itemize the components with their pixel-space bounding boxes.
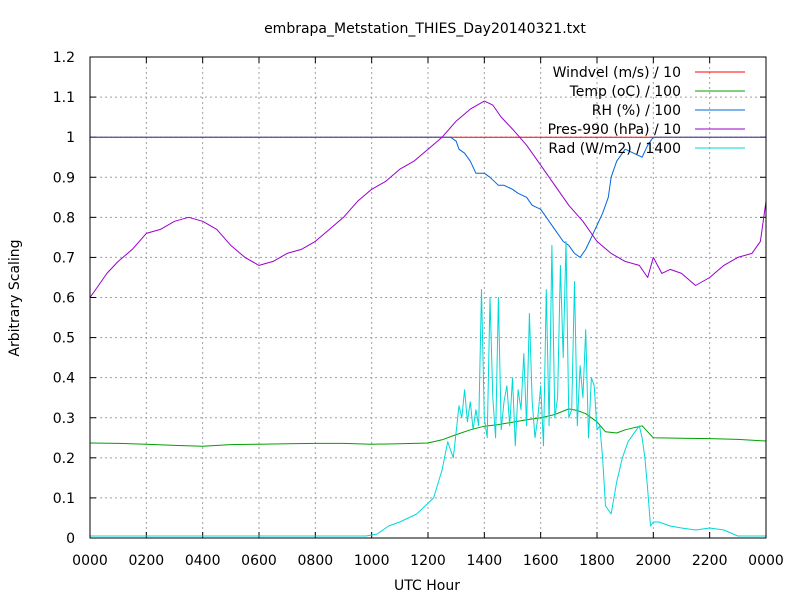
y-axis-label: Arbitrary Scaling [7,239,23,356]
y-tick-label: 0.5 [53,331,75,347]
series-line-4 [89,100,767,298]
series-line-5 [90,240,766,537]
chart-title: embrapa_Metstation_THIES_Day20140321.txt [264,21,586,37]
y-tick-label: 0.8 [53,210,75,226]
y-tick-label: 0.1 [53,491,75,507]
y-tick-label: 0.6 [53,291,75,307]
x-tick-label: 1000 [354,553,390,569]
legend: Windvel (m/s) / 10 Temp (oC) / 100 RH (%) … [548,65,745,157]
y-tick-label: 1.2 [53,50,75,66]
x-tick-label: 2200 [692,553,728,569]
y-tick-label: 1.1 [53,90,75,106]
y-tick-label: 0.3 [53,411,75,427]
x-tick-label: 1800 [579,553,615,569]
x-tick-label: 0600 [241,553,277,569]
x-tick-label: 1600 [523,553,559,569]
series-line-3 [90,136,766,258]
x-axis-label: UTC Hour [394,578,460,594]
x-tick-label: 1400 [467,553,503,569]
y-tick-label: 0.2 [53,451,75,467]
y-tick-label: 0 [66,531,75,547]
x-tick-label: 1200 [410,553,446,569]
y-tick-label: 1 [66,130,75,146]
plot-frame [89,56,767,539]
legend-label: Temp (oC) / 100 [569,84,681,100]
y-tick-label: 0.4 [53,371,75,387]
x-tick-label: 0400 [185,553,221,569]
x-tick-label: 0800 [298,553,334,569]
legend-label: Windvel (m/s) / 10 [553,65,681,81]
legend-label: Pres-990 (hPa) / 10 [548,122,681,138]
y-tick-label: 0.9 [53,170,75,186]
legend-label: Rad (W/m2) / 1400 [548,141,681,157]
x-tick-label: 0000 [748,553,784,569]
y-tick-label: 0.7 [53,250,75,266]
x-tick-label: 0200 [129,553,165,569]
x-tick-label: 2000 [636,553,672,569]
axis-ticks: 0000 0200 0400 0600 0800 1000 1200 1400 1600 1800… [53,50,784,569]
series-line-2 [89,408,767,447]
legend-label: RH (%) / 100 [592,103,681,119]
x-tick-label: 0000 [72,553,108,569]
plot-series [89,100,767,537]
